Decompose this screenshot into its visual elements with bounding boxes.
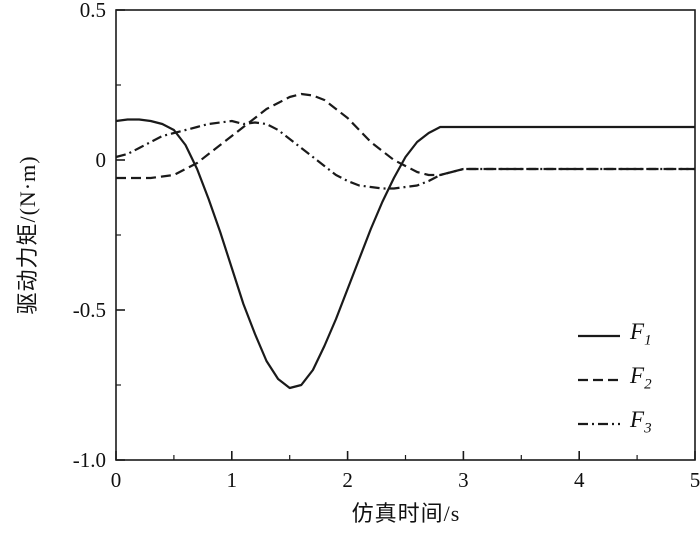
legend-label-f1: F1 bbox=[630, 318, 652, 349]
legend-label-f3: F3 bbox=[630, 406, 652, 437]
svg-text:-1.0: -1.0 bbox=[73, 448, 106, 472]
legend-item-f1: F1 bbox=[578, 319, 652, 350]
legend-item-f2: F2 bbox=[578, 363, 652, 394]
legend-label-f2: F2 bbox=[630, 362, 652, 393]
legend-line-sample-f1 bbox=[578, 334, 620, 338]
svg-text:0.5: 0.5 bbox=[80, 0, 106, 22]
svg-text:5: 5 bbox=[690, 468, 700, 492]
svg-text:0: 0 bbox=[96, 148, 107, 172]
svg-text:-0.5: -0.5 bbox=[73, 298, 106, 322]
svg-text:3: 3 bbox=[458, 468, 469, 492]
svg-text:2: 2 bbox=[342, 468, 353, 492]
legend: F1 F2 F3 bbox=[578, 319, 652, 438]
legend-line-sample-f3 bbox=[578, 422, 620, 426]
y-axis-label: 驱动力矩/(N·m) bbox=[15, 155, 40, 315]
svg-text:4: 4 bbox=[574, 468, 585, 492]
svg-text:0: 0 bbox=[111, 468, 122, 492]
legend-line-sample-f2 bbox=[578, 378, 620, 382]
svg-text:1: 1 bbox=[227, 468, 238, 492]
legend-item-f3: F3 bbox=[578, 407, 652, 438]
x-axis-label: 仿真时间/s bbox=[351, 501, 461, 526]
